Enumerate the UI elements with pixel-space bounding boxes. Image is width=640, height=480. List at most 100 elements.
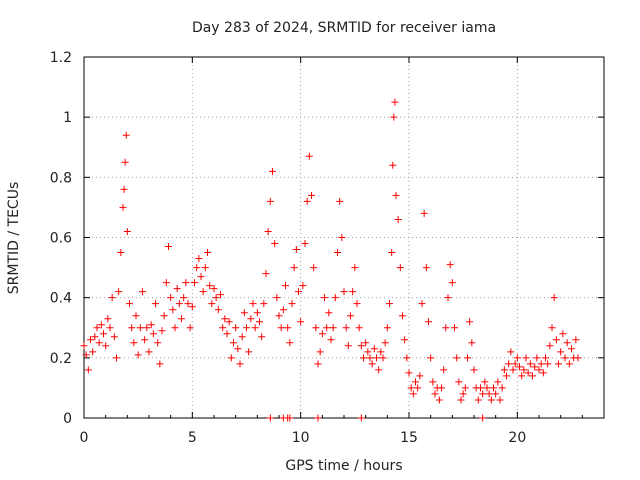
y-tick-label: 0.6 — [50, 231, 72, 247]
data-point — [173, 285, 181, 293]
data-point — [227, 354, 235, 362]
data-point — [414, 384, 422, 392]
data-point — [195, 255, 203, 263]
data-point — [392, 191, 400, 199]
data-point — [529, 372, 536, 380]
data-point — [312, 324, 320, 332]
data-point — [446, 261, 454, 269]
data-point — [243, 324, 250, 332]
data-point — [156, 360, 164, 368]
data-point — [128, 324, 136, 332]
data-point — [136, 324, 144, 332]
data-point — [160, 312, 168, 320]
data-point — [574, 354, 582, 362]
data-point — [451, 324, 458, 332]
data-point — [113, 354, 120, 362]
data-point — [344, 342, 352, 350]
data-point — [559, 330, 567, 338]
data-point — [236, 360, 244, 368]
x-axis-ticks: 0 5 10 15 20 — [80, 57, 605, 446]
data-point — [193, 264, 201, 272]
data-point — [563, 339, 571, 347]
data-point — [531, 363, 539, 371]
data-point — [377, 348, 385, 356]
data-point — [299, 282, 307, 290]
data-point — [210, 285, 218, 293]
data-point — [251, 324, 259, 332]
data-point — [305, 152, 313, 160]
data-point — [316, 348, 324, 356]
data-point — [120, 185, 128, 193]
data-point — [435, 396, 443, 404]
data-point — [232, 324, 240, 332]
data-point — [444, 294, 452, 302]
data-point — [548, 324, 556, 332]
data-point — [347, 312, 354, 320]
data-point — [139, 288, 146, 296]
data-point — [104, 315, 112, 323]
data-point — [230, 339, 237, 347]
data-point — [214, 306, 222, 314]
data-point — [132, 312, 140, 320]
x-tick-label: 20 — [508, 430, 526, 446]
y-tick-label: 1.2 — [50, 50, 72, 66]
x-tick-label: 10 — [292, 430, 310, 446]
data-point — [292, 246, 300, 254]
data-point — [247, 315, 255, 323]
data-point — [360, 354, 367, 362]
data-point — [405, 369, 413, 377]
data-point — [184, 300, 192, 308]
data-point — [357, 414, 365, 422]
data-point — [379, 354, 387, 362]
x-tick-label: 5 — [188, 430, 197, 446]
data-point — [295, 288, 302, 296]
data-point — [110, 333, 118, 341]
data-point — [552, 336, 560, 344]
y-axis-label: SRMTID / TECUs — [6, 182, 22, 295]
data-point — [572, 336, 580, 344]
data-point — [327, 336, 335, 344]
data-point — [546, 342, 554, 350]
data-point — [290, 264, 298, 272]
data-point — [550, 294, 558, 302]
data-point — [89, 348, 97, 356]
data-point — [568, 345, 575, 353]
data-point — [279, 306, 287, 314]
data-point — [535, 366, 543, 374]
data-point — [152, 300, 159, 308]
data-point — [318, 330, 326, 338]
data-point — [431, 390, 439, 398]
data-point — [416, 372, 424, 380]
data-point — [485, 390, 493, 398]
data-point — [119, 203, 127, 211]
data-point — [147, 321, 155, 329]
data-point — [277, 324, 285, 332]
data-point — [134, 351, 142, 359]
data-point — [389, 161, 397, 169]
data-point — [197, 273, 205, 281]
data-point — [82, 351, 90, 359]
data-point — [286, 414, 294, 422]
data-point — [266, 197, 274, 205]
data-point — [121, 158, 129, 166]
data-point — [366, 354, 374, 362]
data-point — [340, 288, 348, 296]
data-point — [297, 318, 305, 326]
data-point — [507, 348, 515, 356]
data-point — [459, 390, 467, 398]
data-point — [368, 360, 376, 368]
chart-title: Day 283 of 2024, SRMTID for receiver iam… — [192, 20, 496, 36]
data-point — [201, 264, 209, 272]
data-point — [342, 324, 350, 332]
data-point — [143, 324, 151, 332]
data-point — [206, 282, 214, 290]
data-point — [171, 324, 179, 332]
data-point — [427, 354, 435, 362]
data-point — [470, 366, 478, 374]
data-point — [175, 300, 183, 308]
data-point — [555, 360, 562, 368]
data-point — [468, 339, 476, 347]
data-point — [386, 300, 393, 308]
data-point — [520, 366, 528, 374]
data-point — [440, 366, 448, 374]
